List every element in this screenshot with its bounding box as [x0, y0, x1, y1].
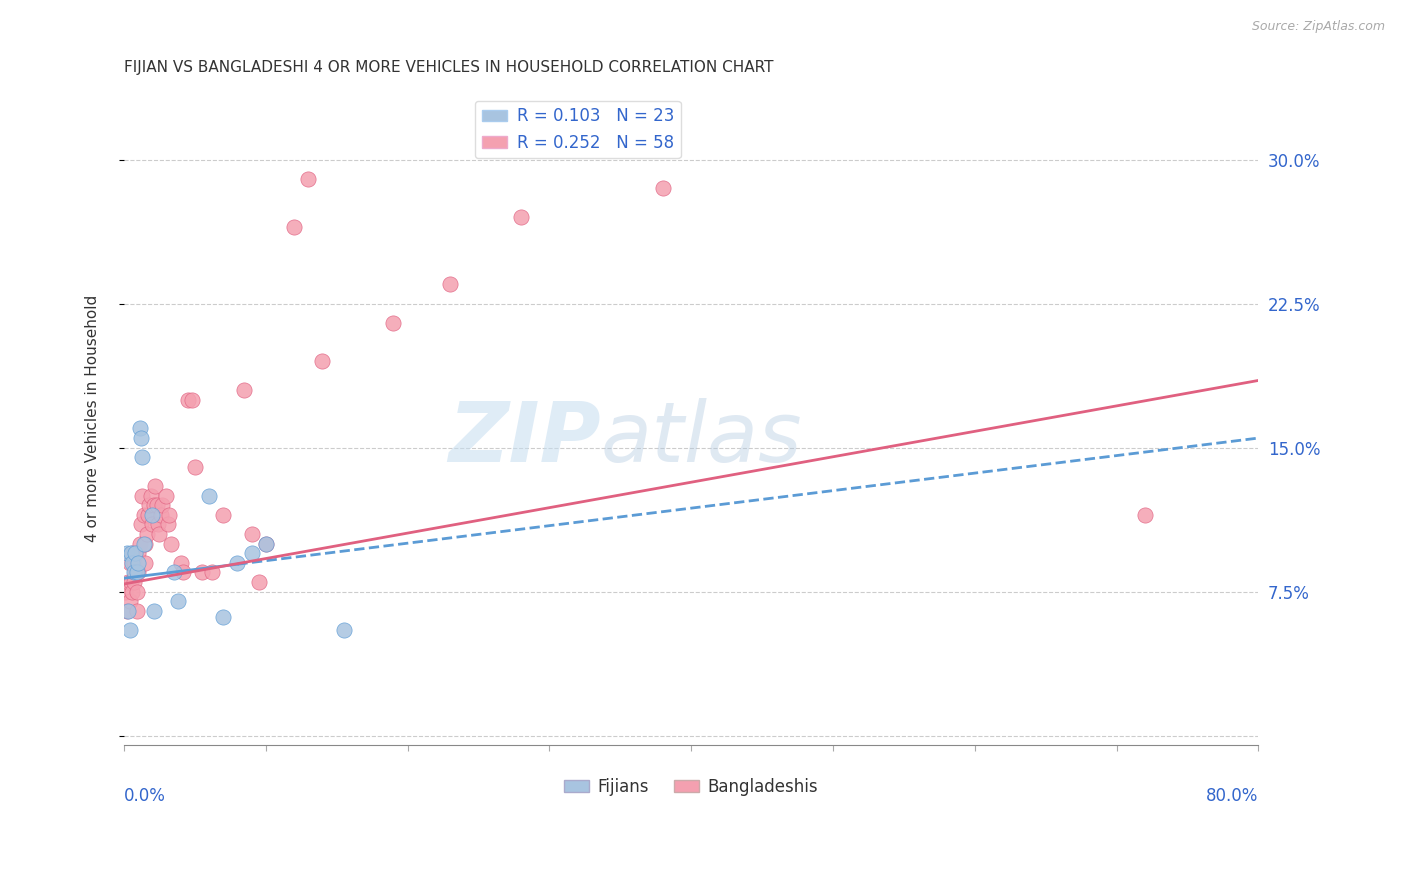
- Text: ZIP: ZIP: [447, 398, 600, 479]
- Point: [139, 489, 162, 503]
- Point: [172, 566, 194, 580]
- Y-axis label: 4 or more Vehicles in Household: 4 or more Vehicles in Household: [86, 295, 100, 542]
- Point: [143, 479, 166, 493]
- Point: [510, 211, 533, 225]
- Point: [191, 566, 214, 580]
- Point: [118, 623, 141, 637]
- Point: [120, 575, 142, 590]
- Text: atlas: atlas: [600, 398, 801, 479]
- Point: [127, 546, 149, 560]
- Point: [128, 421, 150, 435]
- Point: [127, 566, 149, 580]
- Point: [121, 556, 143, 570]
- Point: [134, 536, 156, 550]
- Point: [138, 498, 160, 512]
- Point: [114, 584, 136, 599]
- Point: [141, 517, 163, 532]
- Point: [142, 604, 165, 618]
- Point: [125, 584, 148, 599]
- Point: [127, 556, 149, 570]
- Point: [128, 536, 150, 550]
- Point: [212, 609, 235, 624]
- Point: [122, 556, 145, 570]
- Point: [115, 604, 138, 618]
- Point: [146, 517, 169, 532]
- Point: [226, 556, 249, 570]
- Point: [169, 556, 191, 570]
- Point: [142, 498, 165, 512]
- Point: [254, 536, 277, 550]
- Point: [122, 566, 145, 580]
- Point: [122, 575, 145, 590]
- Point: [150, 498, 173, 512]
- Point: [131, 450, 153, 465]
- Point: [240, 546, 263, 560]
- Point: [125, 566, 148, 580]
- Point: [254, 536, 277, 550]
- Text: FIJIAN VS BANGLADESHI 4 OR MORE VEHICLES IN HOUSEHOLD CORRELATION CHART: FIJIAN VS BANGLADESHI 4 OR MORE VEHICLES…: [124, 60, 773, 75]
- Point: [115, 546, 138, 560]
- Point: [145, 498, 167, 512]
- Point: [184, 459, 207, 474]
- Point: [166, 594, 188, 608]
- Point: [382, 316, 405, 330]
- Point: [233, 383, 256, 397]
- Point: [131, 489, 153, 503]
- Point: [181, 392, 204, 407]
- Point: [157, 508, 180, 522]
- Point: [132, 508, 155, 522]
- Point: [155, 489, 177, 503]
- Point: [136, 508, 159, 522]
- Point: [212, 508, 235, 522]
- Point: [297, 171, 319, 186]
- Point: [141, 508, 163, 522]
- Point: [118, 594, 141, 608]
- Legend: Fijians, Bangladeshis: Fijians, Bangladeshis: [558, 771, 825, 802]
- Point: [134, 556, 156, 570]
- Point: [118, 556, 141, 570]
- Point: [129, 517, 152, 532]
- Point: [283, 219, 305, 234]
- Point: [121, 546, 143, 560]
- Point: [201, 566, 224, 580]
- Text: Source: ZipAtlas.com: Source: ZipAtlas.com: [1251, 20, 1385, 33]
- Text: 0.0%: 0.0%: [124, 787, 166, 805]
- Point: [311, 354, 333, 368]
- Point: [332, 623, 354, 637]
- Point: [439, 277, 461, 292]
- Point: [124, 546, 146, 560]
- Text: 80.0%: 80.0%: [1206, 787, 1258, 805]
- Point: [156, 517, 179, 532]
- Point: [135, 527, 157, 541]
- Point: [1133, 508, 1156, 522]
- Point: [162, 566, 184, 580]
- Point: [117, 575, 139, 590]
- Point: [129, 431, 152, 445]
- Point: [125, 604, 148, 618]
- Point: [148, 527, 170, 541]
- Point: [132, 536, 155, 550]
- Point: [121, 584, 143, 599]
- Point: [159, 536, 181, 550]
- Point: [177, 392, 200, 407]
- Point: [247, 575, 270, 590]
- Point: [124, 566, 146, 580]
- Point: [198, 489, 221, 503]
- Point: [240, 527, 263, 541]
- Point: [120, 546, 142, 560]
- Point: [149, 508, 172, 522]
- Point: [117, 604, 139, 618]
- Point: [124, 546, 146, 560]
- Point: [651, 181, 673, 195]
